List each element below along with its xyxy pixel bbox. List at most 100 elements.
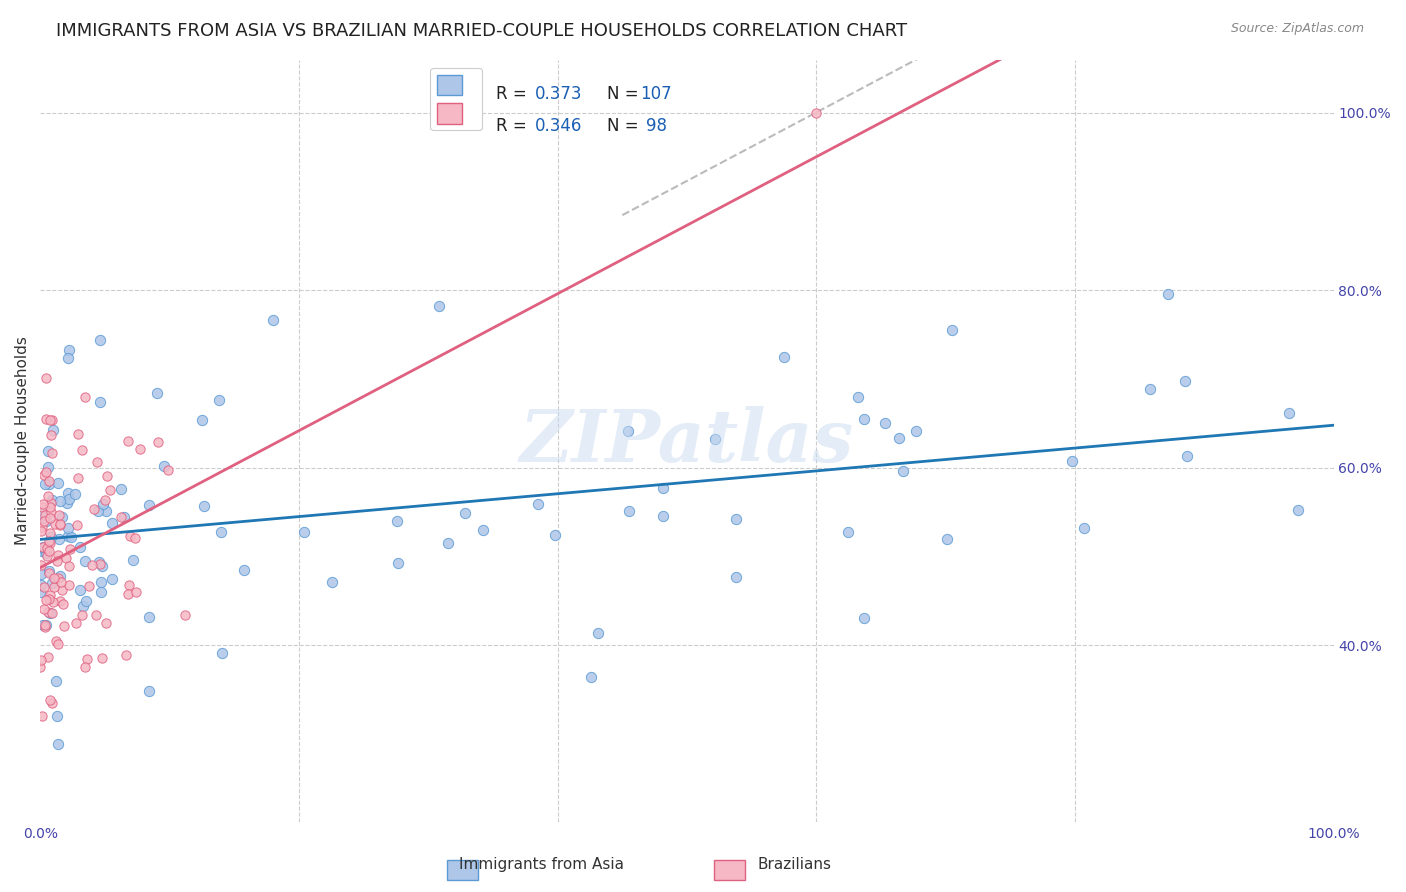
Point: [209, 525, 232, 540]
Point: [704, 432, 727, 446]
Point: [31, 709, 53, 723]
Point: [157, 463, 180, 477]
Point: [30, 567, 52, 582]
Point: [49, 494, 72, 508]
Point: [75, 660, 97, 674]
Point: [49, 594, 72, 608]
Point: [31, 541, 53, 555]
Point: [44, 517, 66, 532]
Point: [891, 464, 914, 478]
Point: [39, 505, 62, 519]
Point: [125, 585, 148, 599]
Point: [387, 514, 409, 528]
Point: [100, 572, 122, 586]
Point: [39, 511, 62, 525]
Point: [87, 504, 110, 518]
Point: [35, 514, 58, 528]
Point: [32, 468, 55, 483]
Point: [387, 556, 409, 570]
Point: [837, 524, 859, 539]
Point: [91, 497, 114, 511]
Point: [31, 497, 53, 511]
Point: [190, 412, 212, 426]
Point: [58, 559, 80, 574]
Point: [41, 575, 63, 590]
Point: [30, 660, 52, 674]
Text: Source: ZipAtlas.com: Source: ZipAtlas.com: [1230, 22, 1364, 36]
Point: [90, 585, 112, 599]
Point: [52, 619, 75, 633]
Point: [35, 546, 58, 560]
Y-axis label: Married-couple Households: Married-couple Households: [15, 336, 30, 546]
Point: [52, 598, 75, 612]
Point: [93, 492, 115, 507]
Point: [56, 351, 79, 365]
Point: [619, 504, 641, 518]
Text: N =: N =: [607, 85, 644, 103]
Point: [138, 498, 160, 512]
Point: [31, 544, 53, 558]
Point: [39, 607, 62, 621]
Point: [41, 607, 63, 621]
Point: [118, 578, 141, 592]
Text: R =: R =: [495, 117, 531, 135]
Point: [69, 540, 91, 554]
Point: [146, 386, 169, 401]
Point: [86, 455, 108, 469]
Text: 107: 107: [640, 85, 672, 103]
Point: [76, 652, 98, 666]
Point: [193, 499, 215, 513]
Point: [30, 524, 52, 538]
Point: [1073, 521, 1095, 535]
Point: [34, 618, 56, 632]
Point: [39, 413, 62, 427]
Point: [72, 599, 94, 613]
Text: Brazilians: Brazilians: [758, 857, 831, 872]
Point: [454, 506, 477, 520]
Point: [32, 617, 55, 632]
Point: [96, 469, 118, 483]
Point: [38, 533, 60, 548]
Point: [56, 521, 79, 535]
Point: [38, 543, 60, 558]
Point: [37, 443, 59, 458]
Point: [58, 491, 80, 506]
Point: [122, 553, 145, 567]
Point: [89, 333, 111, 347]
Point: [101, 516, 124, 531]
Point: [118, 529, 141, 543]
Point: [58, 529, 80, 543]
Point: [45, 673, 67, 688]
Point: [544, 527, 567, 541]
Point: [34, 371, 56, 385]
Point: [110, 509, 132, 524]
Point: [30, 584, 52, 599]
Point: [34, 476, 56, 491]
Point: [51, 582, 73, 597]
Point: [49, 569, 72, 583]
Point: [652, 481, 675, 495]
Point: [41, 412, 63, 426]
Point: [38, 564, 60, 578]
Point: [1139, 382, 1161, 396]
Point: [37, 549, 59, 564]
Point: [174, 607, 197, 622]
Point: [41, 423, 63, 437]
Point: [55, 550, 77, 565]
Point: [46, 475, 69, 490]
Point: [117, 434, 139, 448]
Text: 0.373: 0.373: [534, 85, 582, 103]
Point: [44, 571, 66, 585]
Point: [941, 323, 963, 337]
Text: Immigrants from Asia: Immigrants from Asia: [458, 857, 624, 872]
Point: [37, 489, 59, 503]
Text: IMMIGRANTS FROM ASIA VS BRAZILIAN MARRIED-COUPLE HOUSEHOLDS CORRELATION CHART: IMMIGRANTS FROM ASIA VS BRAZILIAN MARRIE…: [56, 22, 907, 40]
Point: [616, 425, 638, 439]
Point: [527, 497, 550, 511]
Point: [32, 540, 55, 554]
Point: [45, 634, 67, 648]
Point: [292, 525, 315, 540]
Point: [34, 508, 56, 523]
Point: [905, 424, 928, 438]
Point: [34, 542, 56, 557]
